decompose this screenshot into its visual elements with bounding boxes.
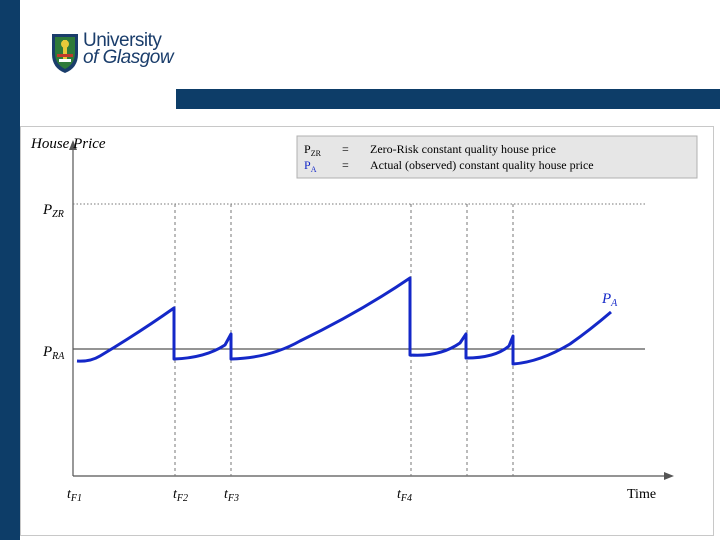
logo-line-1: University (83, 30, 162, 51)
legend-text-2: Actual (observed) constant quality house… (370, 158, 594, 172)
tick-tf1: tF1 (67, 487, 82, 504)
actual-price-curve (76, 276, 612, 366)
x-axis-label: Time (627, 487, 656, 502)
university-logo: University of Glasgow (50, 30, 185, 76)
legend-sub: A (311, 165, 317, 174)
curve-p: P (601, 291, 611, 307)
tick-t: t (397, 487, 402, 502)
tick-sub: F4 (400, 493, 412, 504)
level-p: P (42, 202, 52, 218)
legend-eq-1: = (342, 142, 349, 156)
x-axis-arrow (664, 472, 674, 480)
tick-sub: F3 (227, 493, 239, 504)
tick-sub: F2 (176, 493, 188, 504)
tick-t: t (67, 487, 72, 502)
tick-tf4: tF4 (397, 487, 412, 504)
legend-p: P (304, 142, 311, 156)
y-axis-arrow (69, 140, 77, 150)
tick-sub: F1 (70, 493, 82, 504)
legend-sub: ZR (311, 149, 322, 158)
tick-t: t (224, 487, 229, 502)
level-label-pzr: PZR (42, 202, 64, 220)
level-p: P (42, 344, 52, 360)
logo-wordmark: University of Glasgow (83, 30, 174, 68)
curve-sub: A (610, 298, 618, 309)
y-axis-label: House Price (30, 136, 106, 152)
legend-eq-2: = (342, 158, 349, 172)
header-bar (176, 89, 720, 109)
tick-tf2: tF2 (173, 487, 188, 504)
legend-text-1: Zero-Risk constant quality house price (370, 142, 556, 156)
legend-symbol-pzr: PZR (304, 142, 322, 158)
level-sub: ZR (52, 209, 64, 220)
legend-box (296, 135, 698, 179)
legend-p: P (304, 158, 311, 172)
price-diagram: PZR = Zero-Risk constant quality house p… (30, 135, 698, 504)
level-sub: RA (51, 351, 65, 362)
crest-icon (52, 34, 78, 73)
tick-tf3: tF3 (224, 487, 239, 504)
level-label-pra: PRA (42, 344, 65, 362)
side-bar (0, 0, 20, 540)
tick-t: t (173, 487, 178, 502)
diagram-frame: PZR = Zero-Risk constant quality house p… (20, 126, 714, 536)
legend-symbol-pa: PA (304, 158, 317, 174)
curve-label-pa: PA (601, 291, 618, 309)
logo-line-2: of Glasgow (83, 47, 174, 68)
